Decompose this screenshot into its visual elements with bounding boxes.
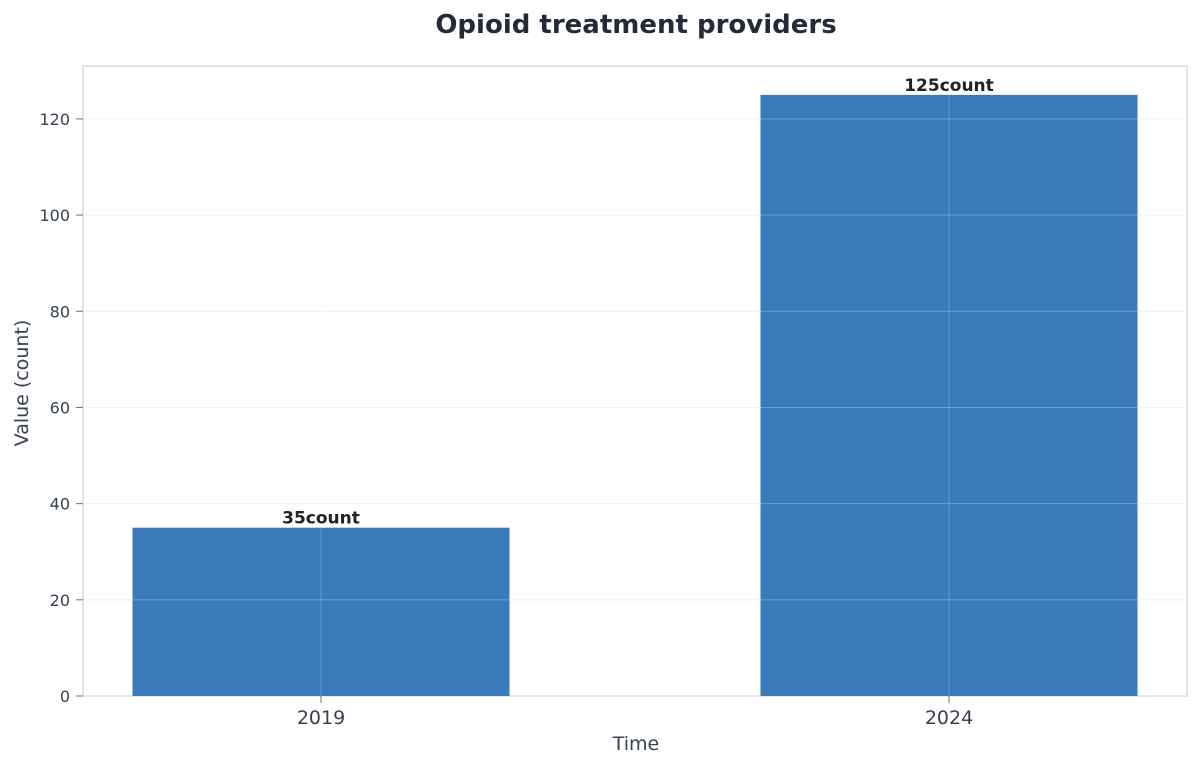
y-tick-label-2: 40 bbox=[50, 495, 70, 514]
y-tick-label-3: 60 bbox=[50, 398, 70, 417]
x-axis-ticks: 2019 2024 bbox=[297, 696, 973, 729]
y-axis-ticks: 0 20 40 60 80 100 120 bbox=[39, 110, 83, 706]
label-layer: 35count 125count bbox=[282, 76, 994, 529]
x-tick-label-2019: 2019 bbox=[297, 707, 345, 729]
data-label-2024: 125count bbox=[904, 76, 994, 96]
y-tick-label-6: 120 bbox=[39, 110, 70, 129]
y-tick-label-0: 0 bbox=[60, 687, 70, 706]
bar-2019 bbox=[132, 527, 510, 696]
y-tick-label-4: 80 bbox=[50, 302, 70, 321]
bar-layer bbox=[132, 94, 1138, 696]
chart-title: Opioid treatment providers bbox=[435, 10, 836, 40]
grid-overlay-layer bbox=[83, 66, 1187, 696]
bar-2024 bbox=[760, 94, 1138, 696]
data-label-2019: 35count bbox=[282, 509, 360, 529]
y-axis-label: Value (count) bbox=[11, 320, 33, 447]
x-tick-label-2024: 2024 bbox=[925, 707, 973, 729]
y-tick-label-1: 20 bbox=[50, 591, 70, 610]
x-axis-label: Time bbox=[612, 733, 660, 755]
y-tick-label-5: 100 bbox=[39, 206, 70, 225]
